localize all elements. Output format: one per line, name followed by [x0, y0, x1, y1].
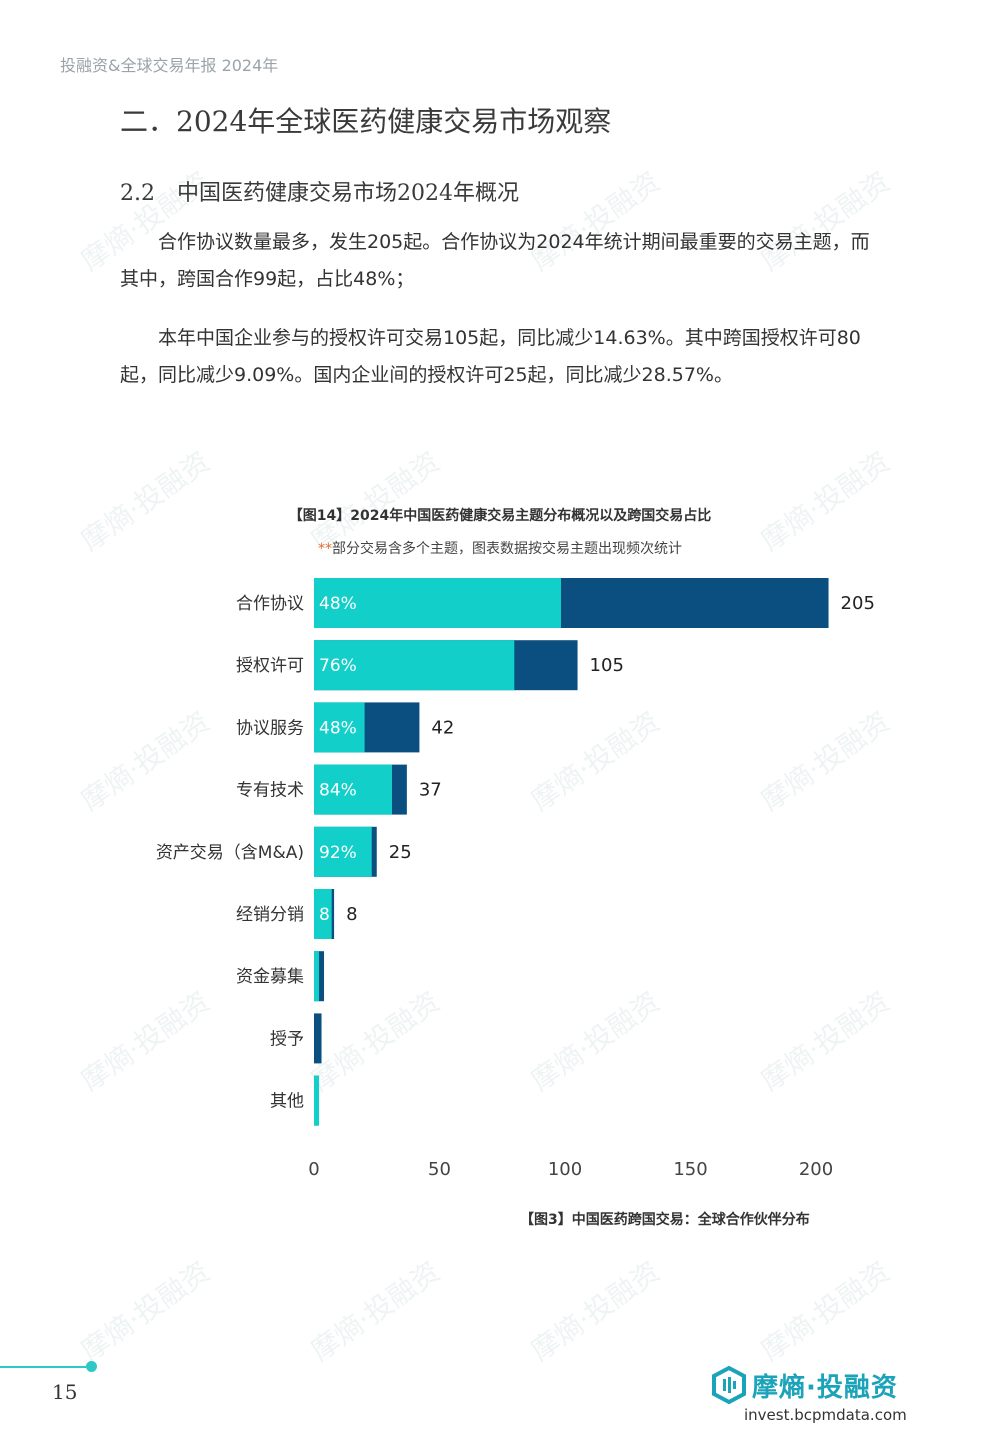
percent-label: 48% — [319, 718, 357, 738]
category-label: 协议服务 — [236, 718, 304, 738]
percent-label: 5 — [319, 967, 330, 987]
footer-line — [0, 1366, 92, 1368]
value-label: 37 — [419, 780, 442, 801]
category-label: 资金募集 — [236, 967, 304, 987]
chart-note-text: 部分交易含多个主题，图表数据按交易主题出现频次统计 — [332, 541, 682, 557]
bar-segment-cross-border — [314, 889, 332, 939]
page-number: 15 — [52, 1380, 78, 1404]
bar-segment-cross-border — [314, 640, 515, 691]
percent-label: 92% — [319, 843, 357, 863]
value-label: 205 — [841, 593, 875, 614]
watermark: 摩熵·投融资 — [304, 1255, 446, 1368]
category-label: 经销分销 — [236, 905, 304, 925]
paragraph-cooperation: 合作协议数量最多，发生205起。合作协议为2024年统计期间最重要的交易主题，而… — [120, 231, 870, 290]
bar-segment-cross-border — [314, 578, 561, 628]
bar-segment-cross-border — [314, 702, 365, 753]
category-label: 专有技术 — [236, 781, 304, 801]
bar-chart: 合作协议 48% 205 授权许可 76% 105 协议服务 48% 42 专有技术 84% 37 资产… — [156, 578, 875, 1180]
percent-label: 48% — [319, 594, 357, 614]
watermark: 摩熵·投融资 — [524, 1255, 666, 1368]
chart-title: 【图14】2024年中国医药健康交易主题分布概况以及跨国交易占比 — [288, 508, 712, 524]
x-tick-label: 150 — [673, 1159, 707, 1180]
value-label: 42 — [431, 717, 454, 738]
chart-note-stars: ** — [318, 541, 332, 557]
bar-segment-cross-border — [314, 826, 372, 877]
bar-segment-cross-border — [314, 764, 393, 815]
footer-dot — [86, 1361, 97, 1372]
x-tick-label: 200 — [799, 1159, 833, 1180]
hexagon-logo-icon — [712, 1366, 746, 1404]
watermark: 摩熵·投融资 — [74, 1255, 216, 1368]
category-label: 其他 — [270, 1092, 304, 1112]
bar-segment-rest — [314, 951, 325, 1002]
chart-note: **部分交易含多个主题，图表数据按交易主题出现频次统计 — [0, 538, 1000, 558]
value-label: 25 — [389, 842, 412, 863]
sub-section-title: 2.2 中国医药健康交易市场2024年概况 — [120, 181, 519, 206]
value-label: 8 — [346, 904, 357, 925]
category-label: 授权许可 — [236, 656, 304, 676]
category-label: 授予 — [270, 1029, 304, 1049]
category-label: 合作协议 — [236, 594, 304, 614]
paragraph-licensing: 本年中国企业参与的授权许可交易105起，同比减少14.63%。其中跨国授权许可8… — [120, 327, 861, 386]
value-label: 105 — [590, 655, 624, 676]
bar-segment-cross-border — [314, 951, 320, 1002]
watermark: 摩熵·投融资 — [754, 1255, 896, 1368]
x-tick-label: 50 — [428, 1159, 451, 1180]
bar-segment-cross-border — [314, 1075, 320, 1126]
bar-segment-rest — [314, 1013, 322, 1064]
category-label: 资产交易（含M&A) — [156, 843, 304, 863]
x-tick-label: 100 — [548, 1159, 582, 1180]
logo-text: 摩熵·投融资 — [752, 1372, 898, 1403]
running-header: 投融资&全球交易年报 2024年 — [60, 56, 279, 75]
section-title: 二．2024年全球医药健康交易市场观察 — [120, 105, 612, 138]
x-tick-label: 0 — [308, 1159, 319, 1180]
figure-caption: 【图3】中国医药跨国交易：全球合作伙伴分布 — [520, 1212, 810, 1228]
percent-label: 76% — [319, 656, 357, 676]
website-url: invest.bcpmdata.com — [744, 1406, 907, 1424]
percent-label: 84% — [319, 781, 357, 801]
brand-logo: 摩熵·投融资 — [712, 1365, 898, 1405]
percent-label: 8 — [319, 905, 330, 925]
